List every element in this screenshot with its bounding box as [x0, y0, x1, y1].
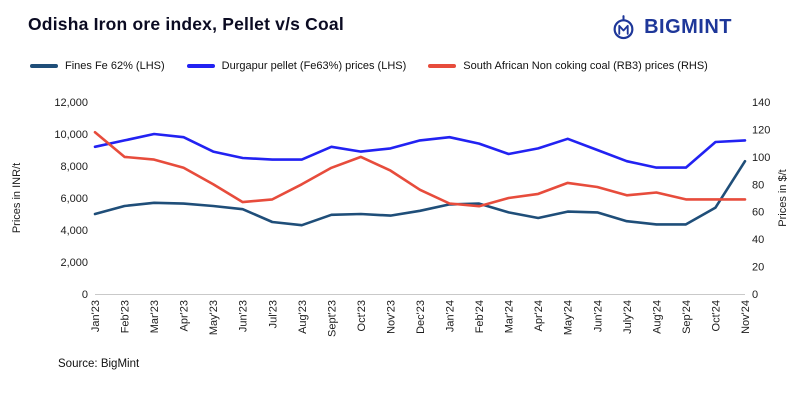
x-axis-tick-label: Jul'23 [267, 300, 279, 328]
right-axis-tick-label: 120 [752, 124, 770, 136]
x-axis-tick-label: Mar'23 [149, 300, 161, 333]
left-axis-tick-label: 6,000 [60, 193, 88, 205]
x-axis-tick-label: Apr'24 [533, 300, 545, 331]
x-axis-tick-label: Aug'24 [651, 300, 663, 334]
source-note: Source: BigMint [58, 358, 140, 370]
left-axis-title: Prices in INR/t [11, 162, 23, 234]
x-axis-tick-label: Mar'24 [504, 300, 516, 333]
x-axis-tick-label: Aug'23 [297, 300, 309, 334]
right-axis-tick-label: 20 [752, 262, 764, 274]
page-title: Odisha Iron ore index, Pellet v/s Coal [28, 14, 344, 34]
x-axis-tick-label: Nov'23 [385, 300, 397, 334]
x-axis-tick-label: Sep'24 [681, 300, 693, 334]
right-axis-tick-label: 0 [752, 289, 758, 301]
x-axis-tick-label: Feb'24 [474, 300, 486, 333]
right-axis-tick-label: 60 [752, 207, 764, 219]
x-axis-tick-label: Apr'23 [179, 300, 191, 331]
left-axis-tick-label: 2,000 [60, 257, 88, 269]
right-axis-title: Prices in $/t [777, 169, 789, 227]
chart: 0 2,000 4,000 6,000 8,000 10,000 12,000 0 20 40 60… [54, 97, 770, 337]
left-axis-tick-label: 0 [82, 289, 88, 301]
left-axis-tick-label: 4,000 [60, 225, 88, 237]
x-axis-tick-label: Jan'23 [90, 300, 102, 332]
left-axis-tick-label: 10,000 [54, 129, 88, 141]
left-axis-tick-label: 8,000 [60, 161, 88, 173]
x-axis-tick-label: July'24 [622, 300, 634, 334]
right-axis-tick-label: 100 [752, 152, 770, 164]
legend-swatch-2 [428, 64, 457, 68]
bigmint-logo: BIGMINT [610, 14, 732, 41]
chart-area: 0 2,000 4,000 6,000 8,000 10,000 12,000 0 20 40 60… [0, 90, 800, 362]
chart-line-2 [93, 130, 747, 208]
legend-label-0: Fines Fe 62% (LHS) [65, 60, 165, 72]
legend-swatch-0 [30, 64, 58, 68]
legend-label-2: South African Non coking coal (RB3) pric… [463, 60, 708, 72]
left-axis-tick-label: 12,000 [54, 97, 88, 109]
x-axis-tick-label: Oct'24 [710, 300, 722, 331]
chart-legend: Fines Fe 62% (LHS) Durgapur pellet (Fe63%… [30, 60, 708, 72]
right-axis-tick-label: 80 [752, 179, 764, 191]
chart-line-1 [93, 132, 747, 169]
x-axis-tick-label: Sept'23 [326, 300, 338, 337]
bigmint-logo-text: BIGMINT [644, 16, 732, 38]
x-axis-tick-label: Jan'24 [445, 300, 457, 332]
x-axis-tick-label: Nov'24 [740, 300, 752, 334]
chart-line-0 [93, 159, 747, 227]
x-axis-tick-label: May'23 [208, 300, 220, 335]
x-axis-tick-label: Jun'23 [238, 300, 250, 332]
x-axis-tick-label: Dec'23 [415, 300, 427, 334]
right-axis-tick-label: 40 [752, 234, 764, 246]
legend-swatch-1 [186, 64, 215, 68]
bigmint-logo-icon [613, 15, 634, 40]
x-axis-tick-label: Feb'23 [120, 300, 132, 333]
legend-item-1: Durgapur pellet (Fe63%) prices (LHS) [186, 60, 407, 72]
right-axis-tick-label: 140 [752, 97, 770, 109]
legend-label-1: Durgapur pellet (Fe63%) prices (LHS) [221, 60, 407, 72]
x-axis-tick-label: Oct'23 [356, 300, 368, 331]
x-axis-tick-label: May'24 [563, 300, 575, 335]
x-axis-tick-label: Jun'24 [592, 300, 604, 332]
legend-item-0: Fines Fe 62% (LHS) [30, 60, 165, 72]
legend-item-2: South African Non coking coal (RB3) pric… [428, 60, 708, 72]
